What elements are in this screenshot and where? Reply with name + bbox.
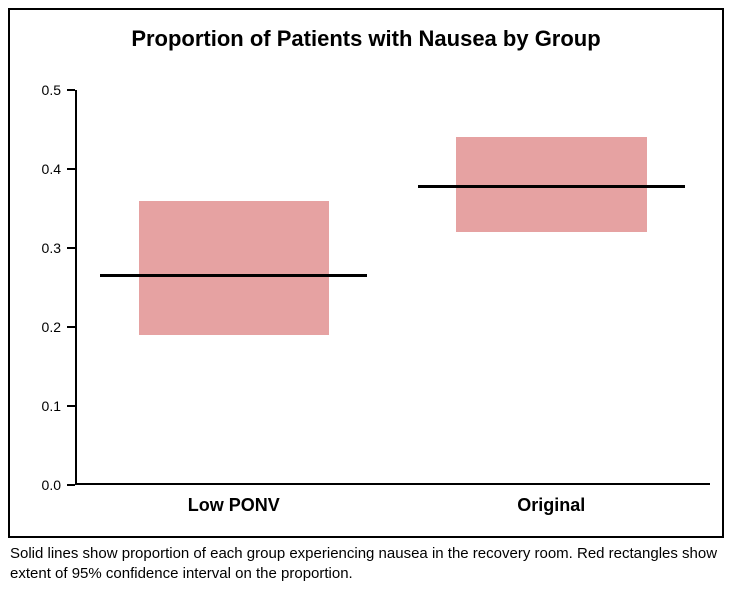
plot-area: 0.00.10.20.30.40.5Low PONVOriginal [75, 90, 710, 485]
chart-title: Proportion of Patients with Nausea by Gr… [8, 26, 724, 52]
y-tick [67, 247, 75, 249]
y-tick-label: 0.5 [11, 82, 61, 98]
y-tick-label: 0.2 [11, 319, 61, 335]
x-axis-line [75, 483, 710, 485]
y-tick-label: 0.4 [11, 161, 61, 177]
y-tick [67, 405, 75, 407]
ci-bar [139, 201, 330, 335]
figure: Proportion of Patients with Nausea by Gr… [0, 0, 733, 603]
x-category-label: Low PONV [70, 495, 397, 516]
x-category-label: Original [388, 495, 715, 516]
y-tick-label: 0.0 [11, 477, 61, 493]
y-tick [67, 326, 75, 328]
mean-line [100, 274, 367, 277]
chart-caption: Solid lines show proportion of each grou… [10, 544, 720, 585]
mean-line [418, 185, 685, 188]
y-tick [67, 168, 75, 170]
y-tick-label: 0.1 [11, 398, 61, 414]
y-tick [67, 484, 75, 486]
y-axis-line [75, 90, 77, 485]
y-tick [67, 89, 75, 91]
y-tick-label: 0.3 [11, 240, 61, 256]
